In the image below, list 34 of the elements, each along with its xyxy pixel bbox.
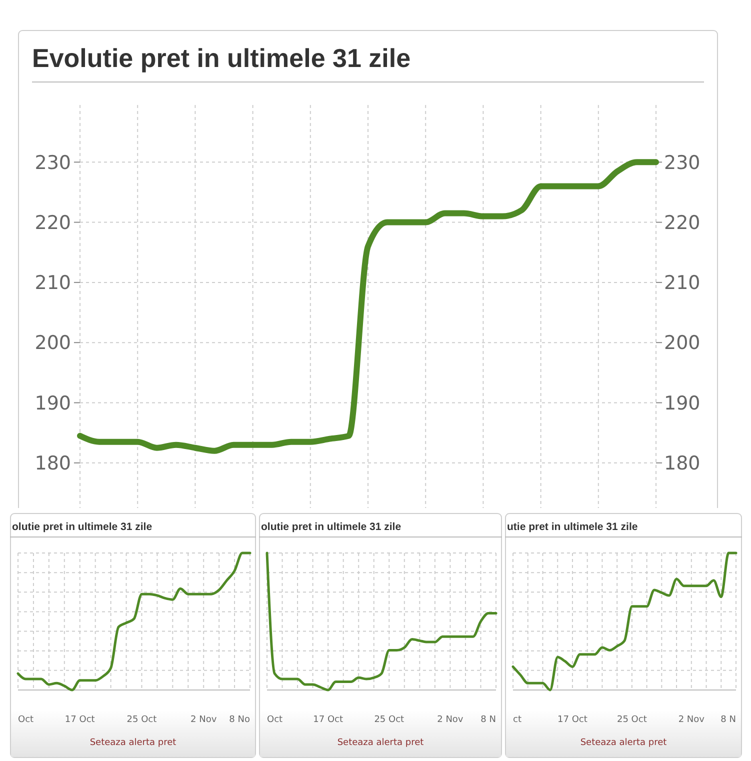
- text: Seteaza alerta pret: [580, 738, 668, 748]
- x-tick-label: 17 Oct: [313, 715, 344, 725]
- y-tick-label: 190: [34, 392, 71, 414]
- x-tick-label: 2 Nov: [437, 715, 464, 725]
- x-tick-label: 2 Nov: [678, 715, 706, 725]
- text: Seteaza alerta pret: [337, 738, 424, 748]
- x-tick-label: Oct: [267, 715, 284, 725]
- y2-tick-label: 220: [664, 212, 700, 234]
- y-tick-label: 200: [34, 332, 71, 354]
- x-tick-label: 8 N: [720, 715, 736, 725]
- x-tick-label: 17 Oct: [64, 715, 96, 725]
- x-tick-label: Oct: [18, 715, 34, 725]
- x-tick-label: ct: [513, 715, 522, 725]
- x-tick-label: 17 Oct: [558, 715, 588, 725]
- y-tick-label: 210: [34, 272, 71, 294]
- text: Seteaza alerta pret: [90, 738, 177, 748]
- y2-tick-label: 190: [664, 392, 700, 414]
- y2-tick-label: 200: [664, 332, 700, 354]
- x-tick-label: 25 Oct: [374, 715, 405, 725]
- y2-tick-label: 210: [664, 272, 700, 294]
- y-tick-label: 220: [34, 212, 71, 234]
- y-tick-label: 230: [34, 152, 71, 174]
- chart-title: utie pret in ultimele 31 zile: [507, 521, 638, 533]
- x-tick-label: 25 Oct: [616, 715, 648, 725]
- x-tick-label: 25 Oct: [126, 715, 158, 725]
- y2-tick-label: 180: [664, 452, 700, 475]
- x-tick-label: 8 N: [480, 715, 496, 725]
- y2-tick-label: 230: [664, 152, 700, 174]
- chart-title: olutie pret in ultimele 31 zile: [261, 521, 402, 533]
- chart-title: Evolutie pret in ultimele 31 zile: [32, 43, 411, 73]
- x-tick-label: 2 Nov: [190, 715, 218, 725]
- y-tick-label: 180: [34, 452, 71, 475]
- chart-title: olutie pret in ultimele 31 zile: [12, 521, 152, 533]
- x-tick-label: 8 No: [229, 715, 250, 725]
